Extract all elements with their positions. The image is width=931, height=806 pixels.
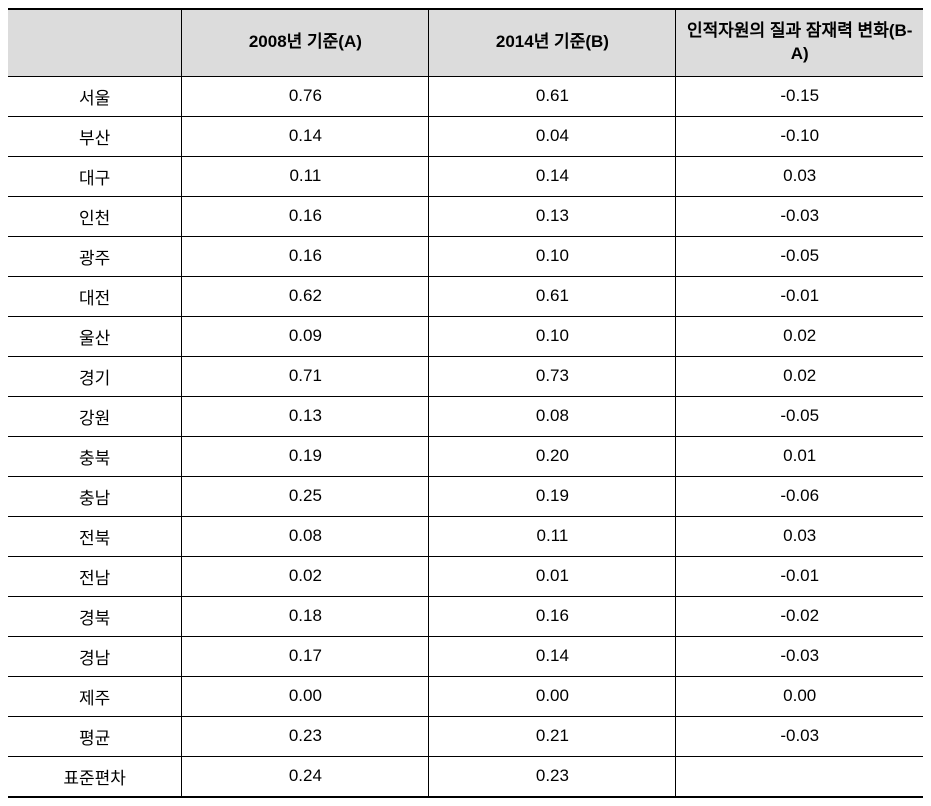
row-value-diff: -0.15 [676, 76, 923, 116]
row-value-b: 0.23 [429, 756, 676, 797]
header-cell-2008: 2008년 기준(A) [182, 9, 429, 76]
table-row: 광주 0.16 0.10 -0.05 [8, 236, 923, 276]
row-label: 광주 [8, 236, 182, 276]
row-value-b: 0.08 [429, 396, 676, 436]
table-row: 전남 0.02 0.01 -0.01 [8, 556, 923, 596]
row-value-diff: 0.00 [676, 676, 923, 716]
data-table: 2008년 기준(A) 2014년 기준(B) 인적자원의 질과 잠재력 변화(… [8, 8, 923, 798]
row-value-a: 0.13 [182, 396, 429, 436]
table-row: 경기 0.71 0.73 0.02 [8, 356, 923, 396]
row-label: 대전 [8, 276, 182, 316]
row-value-diff: -0.05 [676, 236, 923, 276]
row-value-diff: -0.05 [676, 396, 923, 436]
row-label: 인천 [8, 196, 182, 236]
row-value-a: 0.16 [182, 196, 429, 236]
row-value-a: 0.00 [182, 676, 429, 716]
row-label: 전남 [8, 556, 182, 596]
row-label: 울산 [8, 316, 182, 356]
row-label: 전북 [8, 516, 182, 556]
row-label: 충북 [8, 436, 182, 476]
row-value-diff: 0.02 [676, 316, 923, 356]
row-value-diff: -0.03 [676, 636, 923, 676]
row-value-b: 0.10 [429, 316, 676, 356]
table-row: 대전 0.62 0.61 -0.01 [8, 276, 923, 316]
row-value-diff: -0.10 [676, 116, 923, 156]
row-value-b: 0.61 [429, 276, 676, 316]
row-value-diff: 0.01 [676, 436, 923, 476]
row-value-a: 0.62 [182, 276, 429, 316]
row-label: 경북 [8, 596, 182, 636]
table-row: 충남 0.25 0.19 -0.06 [8, 476, 923, 516]
row-label: 제주 [8, 676, 182, 716]
header-cell-label [8, 9, 182, 76]
row-value-b: 0.19 [429, 476, 676, 516]
row-value-b: 0.21 [429, 716, 676, 756]
row-value-a: 0.24 [182, 756, 429, 797]
row-value-diff: -0.06 [676, 476, 923, 516]
row-value-b: 0.04 [429, 116, 676, 156]
row-value-b: 0.00 [429, 676, 676, 716]
table-row: 서울 0.76 0.61 -0.15 [8, 76, 923, 116]
row-value-a: 0.11 [182, 156, 429, 196]
table-row: 표준편차 0.24 0.23 [8, 756, 923, 797]
row-value-a: 0.09 [182, 316, 429, 356]
row-value-a: 0.23 [182, 716, 429, 756]
row-label: 경기 [8, 356, 182, 396]
table-header-row: 2008년 기준(A) 2014년 기준(B) 인적자원의 질과 잠재력 변화(… [8, 9, 923, 76]
table-row: 평균 0.23 0.21 -0.03 [8, 716, 923, 756]
header-cell-2014: 2014년 기준(B) [429, 9, 676, 76]
row-value-a: 0.02 [182, 556, 429, 596]
row-value-b: 0.73 [429, 356, 676, 396]
row-label: 부산 [8, 116, 182, 156]
row-label: 평균 [8, 716, 182, 756]
row-value-b: 0.61 [429, 76, 676, 116]
row-label: 강원 [8, 396, 182, 436]
row-value-b: 0.01 [429, 556, 676, 596]
row-value-b: 0.20 [429, 436, 676, 476]
row-value-a: 0.25 [182, 476, 429, 516]
row-value-a: 0.71 [182, 356, 429, 396]
row-value-diff: -0.01 [676, 556, 923, 596]
row-value-a: 0.19 [182, 436, 429, 476]
row-value-diff: -0.03 [676, 196, 923, 236]
table-row: 부산 0.14 0.04 -0.10 [8, 116, 923, 156]
table-row: 대구 0.11 0.14 0.03 [8, 156, 923, 196]
table-row: 제주 0.00 0.00 0.00 [8, 676, 923, 716]
row-value-diff: -0.03 [676, 716, 923, 756]
row-value-a: 0.14 [182, 116, 429, 156]
table-row: 울산 0.09 0.10 0.02 [8, 316, 923, 356]
row-label: 대구 [8, 156, 182, 196]
row-value-diff: 0.03 [676, 516, 923, 556]
row-value-diff: 0.02 [676, 356, 923, 396]
table-header: 2008년 기준(A) 2014년 기준(B) 인적자원의 질과 잠재력 변화(… [8, 9, 923, 76]
row-value-b: 0.14 [429, 156, 676, 196]
row-label: 서울 [8, 76, 182, 116]
row-label: 표준편차 [8, 756, 182, 797]
row-value-diff: 0.03 [676, 156, 923, 196]
table-body: 서울 0.76 0.61 -0.15 부산 0.14 0.04 -0.10 대구… [8, 76, 923, 797]
row-value-b: 0.13 [429, 196, 676, 236]
table-row: 충북 0.19 0.20 0.01 [8, 436, 923, 476]
row-value-b: 0.11 [429, 516, 676, 556]
table-row: 경남 0.17 0.14 -0.03 [8, 636, 923, 676]
row-label: 경남 [8, 636, 182, 676]
row-value-b: 0.14 [429, 636, 676, 676]
table-row: 인천 0.16 0.13 -0.03 [8, 196, 923, 236]
row-value-b: 0.10 [429, 236, 676, 276]
table-row: 경북 0.18 0.16 -0.02 [8, 596, 923, 636]
table-row: 전북 0.08 0.11 0.03 [8, 516, 923, 556]
row-value-a: 0.08 [182, 516, 429, 556]
row-value-diff: -0.02 [676, 596, 923, 636]
table-row: 강원 0.13 0.08 -0.05 [8, 396, 923, 436]
row-value-a: 0.18 [182, 596, 429, 636]
row-value-b: 0.16 [429, 596, 676, 636]
row-value-a: 0.17 [182, 636, 429, 676]
row-value-a: 0.76 [182, 76, 429, 116]
header-cell-diff: 인적자원의 질과 잠재력 변화(B-A) [676, 9, 923, 76]
row-value-a: 0.16 [182, 236, 429, 276]
row-value-diff [676, 756, 923, 797]
row-value-diff: -0.01 [676, 276, 923, 316]
row-label: 충남 [8, 476, 182, 516]
